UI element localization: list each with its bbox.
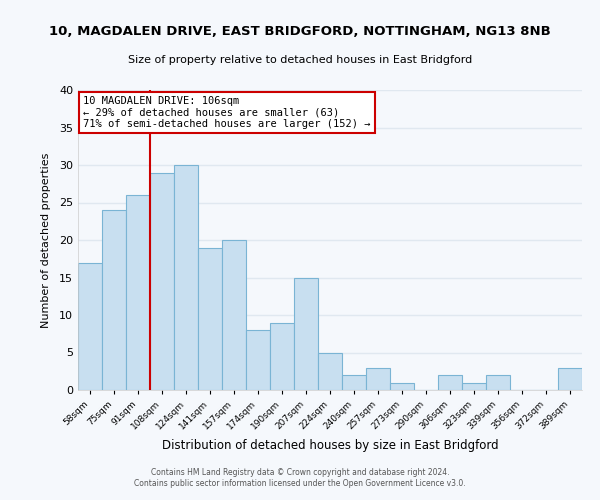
Bar xyxy=(78,262,102,390)
Bar xyxy=(558,368,582,390)
X-axis label: Distribution of detached houses by size in East Bridgford: Distribution of detached houses by size … xyxy=(161,440,499,452)
Bar xyxy=(390,382,414,390)
Bar xyxy=(318,352,342,390)
Bar xyxy=(150,172,174,390)
Y-axis label: Number of detached properties: Number of detached properties xyxy=(41,152,50,328)
Text: Size of property relative to detached houses in East Bridgford: Size of property relative to detached ho… xyxy=(128,55,472,65)
Text: 10, MAGDALEN DRIVE, EAST BRIDGFORD, NOTTINGHAM, NG13 8NB: 10, MAGDALEN DRIVE, EAST BRIDGFORD, NOTT… xyxy=(49,25,551,38)
Bar xyxy=(270,322,294,390)
Bar xyxy=(294,278,318,390)
Bar xyxy=(222,240,246,390)
Bar xyxy=(198,248,222,390)
Text: 10 MAGDALEN DRIVE: 106sqm
← 29% of detached houses are smaller (63)
71% of semi-: 10 MAGDALEN DRIVE: 106sqm ← 29% of detac… xyxy=(83,96,371,129)
Bar xyxy=(102,210,126,390)
Bar xyxy=(126,195,150,390)
Text: Contains HM Land Registry data © Crown copyright and database right 2024.
Contai: Contains HM Land Registry data © Crown c… xyxy=(134,468,466,487)
Bar xyxy=(342,375,366,390)
Bar xyxy=(486,375,510,390)
Bar xyxy=(438,375,462,390)
Bar xyxy=(462,382,486,390)
Bar xyxy=(174,165,198,390)
Bar xyxy=(246,330,270,390)
Bar xyxy=(366,368,390,390)
